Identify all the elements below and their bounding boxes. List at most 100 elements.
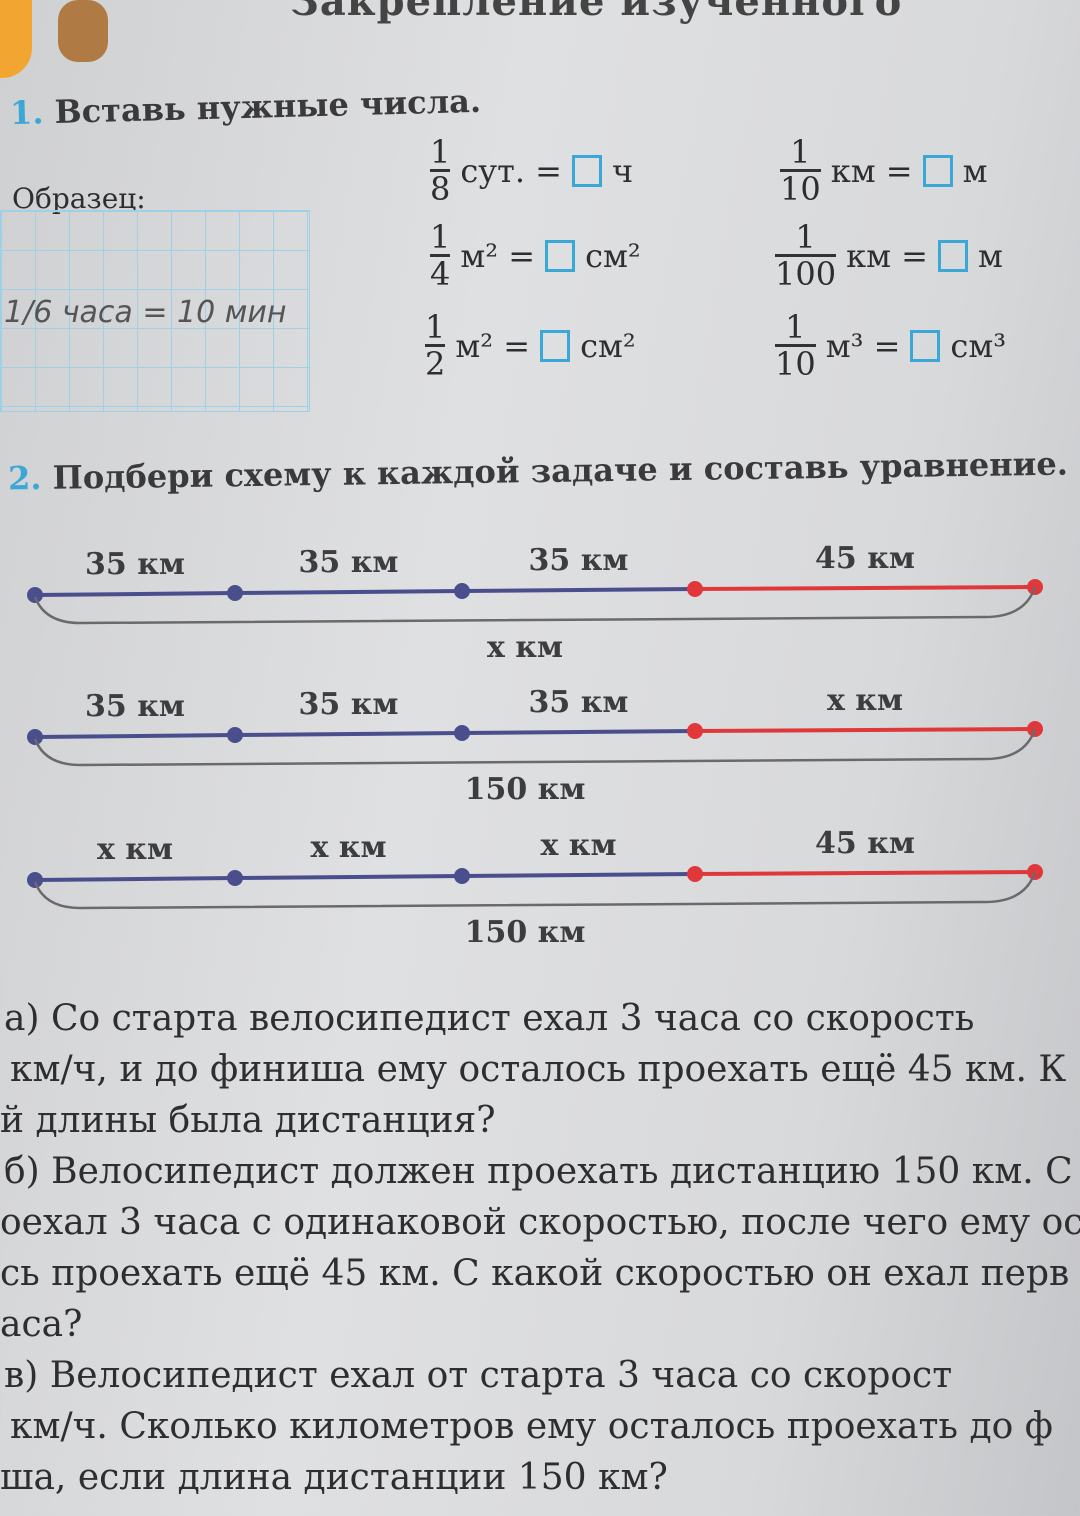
scheme-point (27, 587, 43, 603)
conversion-item: 1 100 км = м (775, 220, 1003, 291)
scheme-point (687, 581, 703, 597)
problem-text-line: сь проехать ещё 45 км. С какой скоростью… (0, 1253, 1070, 1294)
denominator: 2 (425, 345, 446, 383)
segment-label: 45 км (815, 541, 915, 576)
numerator: 1 (430, 133, 451, 171)
answer-box[interactable] (937, 239, 968, 272)
denominator: 10 (775, 345, 816, 383)
answer-box[interactable] (545, 239, 576, 272)
sample-label: Образец: (12, 182, 146, 215)
bell-illustration (0, 0, 32, 78)
total-label: 150 км (464, 772, 586, 807)
scheme-segment (34, 591, 236, 597)
denominator: 8 (430, 170, 451, 208)
scheme-point (454, 583, 470, 599)
numerator: 1 (430, 218, 451, 256)
segment-label: 35 км (85, 547, 185, 582)
problem-text-line: ша, если длина дистанции 150 км? (0, 1457, 668, 1498)
scheme-point (227, 727, 243, 743)
problem-text-line: км/ч, и до финиша ему осталось проехать … (10, 1049, 1067, 1090)
scheme-point (227, 585, 243, 601)
segment-label: 35 км (528, 685, 629, 720)
segment-label: 35 км (298, 545, 399, 580)
numerator: 1 (795, 218, 816, 256)
problem-text-line: й длины была дистанция? (0, 1100, 496, 1141)
unit-right: см³ (950, 326, 1007, 365)
unit-right: см² (585, 236, 641, 275)
scheme-segment (34, 876, 236, 882)
segment-label: x км (96, 832, 174, 867)
sample-handwritten: 1/6 часа = 10 мин (4, 295, 287, 330)
unit-left: м² = (460, 236, 536, 275)
unit-left: км = (830, 151, 913, 190)
unit-right: см² (580, 326, 636, 365)
scheme-segment (234, 589, 463, 595)
fraction: 1 10 (780, 135, 821, 206)
scheme-segment (694, 585, 1036, 591)
answer-box[interactable] (922, 154, 953, 187)
scheme-point (454, 868, 470, 884)
fraction: 1 10 (775, 310, 816, 381)
denominator: 100 (775, 255, 837, 293)
segment-label: 35 км (85, 689, 185, 724)
scheme-point (227, 870, 243, 886)
scheme-segment (694, 727, 1036, 733)
unit-right: м (962, 151, 988, 190)
page-title: Закрепление изученного (290, 0, 903, 25)
numerator: 1 (785, 308, 806, 346)
scheme-segment (234, 874, 463, 880)
scheme-segment (694, 870, 1036, 876)
unit-right: м (977, 236, 1003, 275)
denominator: 4 (430, 255, 451, 293)
problem-text-line: оехал 3 часа с одинаковой скоростью, пос… (0, 1202, 1080, 1243)
schemes-diagram (27, 579, 1043, 910)
unit-left: м³ = (825, 326, 901, 365)
segment-label: x км (826, 683, 904, 718)
bear-illustration (58, 0, 108, 62)
unit-left: км = (846, 236, 928, 275)
problem-text-line: км/ч. Сколько километров ему осталось пр… (10, 1406, 1053, 1447)
total-label: x км (486, 630, 564, 665)
total-brace (33, 586, 1037, 625)
numerator: 1 (790, 133, 811, 171)
conversion-item: 1 10 м³ = см³ (775, 310, 1006, 381)
scheme-point (27, 729, 43, 745)
problem-text-line: в) Велосипедист ехал от старта 3 часа со… (4, 1355, 953, 1396)
scheme-point (687, 866, 703, 882)
scheme-segment (461, 872, 696, 878)
answer-box[interactable] (910, 329, 941, 362)
conversion-item: 1 10 км = м (780, 135, 987, 206)
denominator: 10 (780, 170, 821, 208)
sample-grid (0, 210, 310, 412)
segment-label: 35 км (528, 543, 629, 578)
total-brace (33, 871, 1037, 910)
segment-label: x км (310, 830, 387, 865)
unit-left: м² = (455, 326, 531, 365)
scheme-point (27, 872, 43, 888)
total-brace (33, 728, 1037, 767)
problem-text-line: аса? (0, 1304, 83, 1345)
answer-box[interactable] (571, 154, 602, 187)
answer-box[interactable] (540, 329, 571, 362)
segment-label: 45 км (815, 826, 915, 861)
scheme-segment (461, 729, 696, 735)
scheme-segment (234, 731, 463, 737)
numerator: 1 (425, 308, 446, 346)
unit-left: сут. = (460, 151, 562, 190)
scheme-segment (34, 733, 236, 739)
unit-right: ч (611, 151, 634, 190)
scheme-point (687, 723, 703, 739)
scheme-point (454, 725, 470, 741)
scheme-segment (461, 587, 696, 593)
segment-label: 35 км (298, 687, 399, 722)
fraction: 1 100 (775, 218, 837, 293)
problem-text-line: б) Велосипедист должен проехать дистанци… (4, 1151, 1073, 1192)
problem-text-line: а) Со старта велосипедист ехал 3 часа со… (4, 998, 975, 1039)
segment-label: x км (540, 828, 617, 863)
